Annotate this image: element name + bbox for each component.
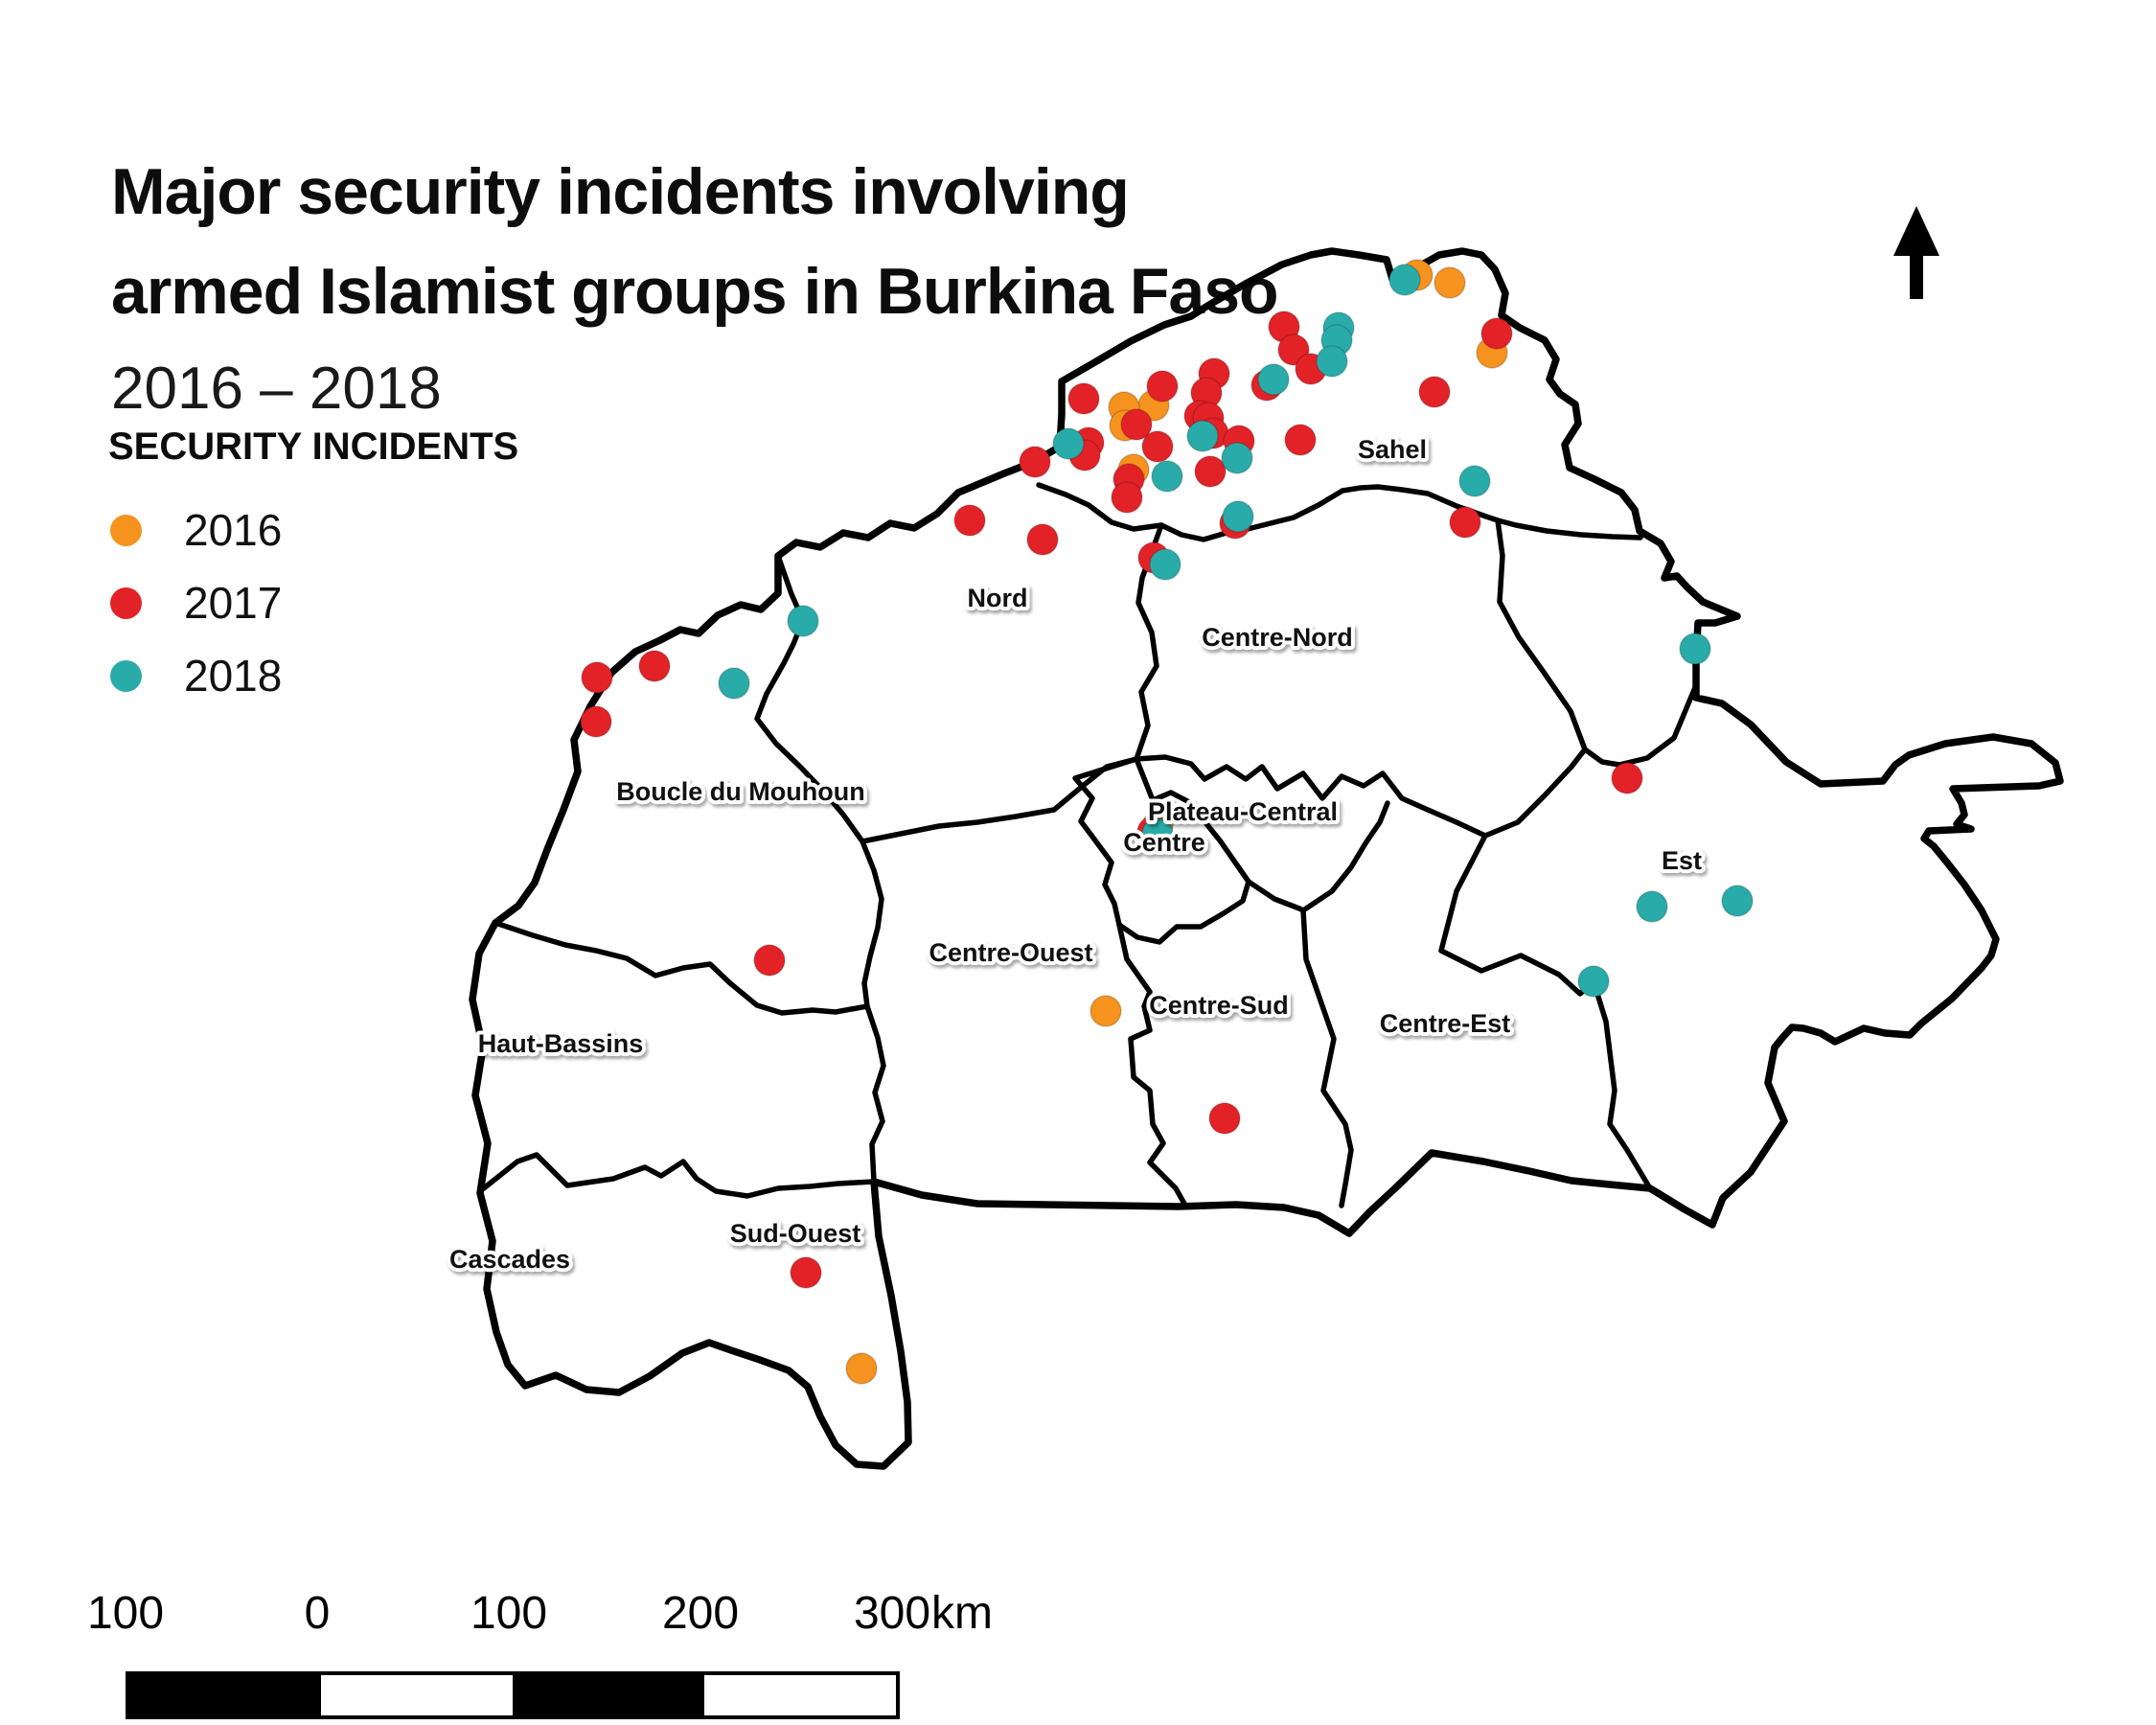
scalebar-segment-1 [321,1675,513,1715]
legend-item-2018: 2018 [108,639,518,712]
incident-dot-2017 [1120,408,1153,441]
incident-dot-2018 [787,605,819,637]
incident-dot-2018 [1577,965,1610,998]
incident-dot-2018 [1186,420,1219,452]
incident-dot-2018 [1221,442,1253,474]
region-borders [477,482,1699,1208]
incident-dot-2018 [1458,465,1491,497]
scalebar-segment-0 [129,1675,321,1715]
region-label-haut-bassins: Haut-Bassins [478,1029,644,1058]
north-arrow-icon [1893,206,1939,299]
incident-dot-2017 [580,705,612,738]
incident-dot-2018 [1151,460,1183,493]
legend-dot-icon-2016 [110,514,142,546]
incident-dot-2017 [1111,481,1143,514]
border-cascades-hautbassins [477,1152,877,1199]
region-label-centre-nord: Centre-Nord [1202,623,1353,652]
incident-dot-2017 [1067,382,1100,415]
legend-label-2018: 2018 [184,651,283,701]
region-label-nord: Nord [968,584,1028,612]
incident-dot-2018 [1222,500,1254,533]
page-subtitle: 2016 – 2018 [111,356,442,422]
incident-dot-2017 [638,650,671,682]
border-hautbassins-centreouest [864,1003,886,1184]
page-title-line1: Major security incidents involving [111,155,1130,228]
scalebar-unit-label: km [931,1588,993,1639]
legend-dot-icon-2018 [110,659,142,692]
region-label-boucle-du-mouhoun: Boucle du Mouhoun [616,777,864,806]
region-label-centre-est: Centre-Est [1380,1009,1511,1038]
region-label-cascades: Cascades [449,1245,570,1274]
incident-dot-2017 [1208,1102,1241,1135]
legend-item-2016: 2016 [108,494,518,566]
incident-dot-2016 [1089,995,1122,1027]
incident-dot-2017 [581,661,613,694]
region-label-centre-sud: Centre-Sud [1149,991,1289,1020]
border-boucle-hautbassins [493,920,870,1016]
incident-dot-2017 [1284,424,1317,456]
scalebar-labels: 100 0 100 200 300 km [0,1587,2156,1644]
legend: SECURITY INCIDENTS 2016 2017 2018 [108,426,518,712]
incident-dot-2016 [1434,266,1466,299]
incident-dot-2018 [1721,885,1754,917]
incident-dots-layer [580,259,1754,1385]
incident-dot-2018 [1636,890,1668,923]
title-block: Major security incidents involving armed… [111,142,1279,437]
incident-dot-2017 [790,1256,822,1289]
incident-dot-2017 [953,504,986,537]
incident-dot-2017 [753,944,786,977]
incident-dot-2016 [845,1352,878,1385]
incident-dot-2017 [1026,523,1059,556]
incident-dot-2018 [1149,548,1181,581]
legend-item-2017: 2017 [108,566,518,639]
national-border-outline [469,247,2064,1470]
incident-dot-2018 [1257,363,1290,396]
incident-dot-2018 [1316,345,1348,378]
border-centrenord-est [1495,518,1699,768]
scalebar-segment-3 [704,1675,896,1715]
region-label-plateau-central: Plateau-Central [1148,797,1338,826]
incident-dot-2017 [1146,370,1179,402]
incident-dot-2017 [1019,446,1051,478]
region-label-est: Est [1662,846,1702,875]
region-label-centre: Centre [1123,828,1205,857]
region-label-sahel: Sahel [1358,435,1427,464]
scalebar-tick-label-3: 200 [661,1588,740,1639]
border-plateau-centresud [1246,800,1390,913]
incident-dot-2018 [1141,817,1174,850]
incident-dot-2017 [1611,762,1643,794]
region-labels-layer: Sahel Nord Centre-Nord Boucle du Mouhoun Pla… [446,431,1706,1277]
incident-dot-2017 [1480,317,1513,350]
legend-label-2016: 2016 [184,505,283,555]
scalebar [126,1671,900,1719]
legend-dot-icon-2017 [110,586,142,619]
border-centresud-centreest [1300,908,1354,1208]
incident-dot-2018 [1052,427,1085,460]
incident-dot-2018 [718,667,750,700]
scalebar-tick-label-0: 100 [86,1588,165,1639]
region-label-sud-ouest: Sud-Ouest [730,1219,861,1248]
scalebar-tick-label-1: 0 [304,1588,331,1639]
border-centreest-est [1438,833,1653,1191]
incident-dot-2017 [1141,430,1174,463]
legend-items: 2016 2017 2018 [108,494,518,712]
incident-dot-2018 [1679,632,1711,665]
scalebar-tick-label-2: 100 [470,1588,548,1639]
legend-heading: SECURITY INCIDENTS [108,426,519,468]
incident-dot-2017 [1194,455,1227,488]
incident-dot-2017 [1449,506,1481,539]
border-sahel-south [1036,482,1643,542]
border-centreouest-centre-centresud [1072,756,1187,1207]
border-boucle-east [754,553,884,1009]
scalebar-segment-2 [513,1675,704,1715]
incident-dot-2017 [1418,376,1451,408]
region-label-centre-ouest: Centre-Ouest [929,938,1092,967]
page-title-line2: armed Islamist groups in Burkina Faso [111,255,1279,328]
incident-dot-2018 [1388,264,1421,296]
legend-label-2017: 2017 [184,578,283,628]
border-centrenord-south [1134,747,1588,839]
scalebar-tick-label-4: 300 [853,1588,931,1639]
